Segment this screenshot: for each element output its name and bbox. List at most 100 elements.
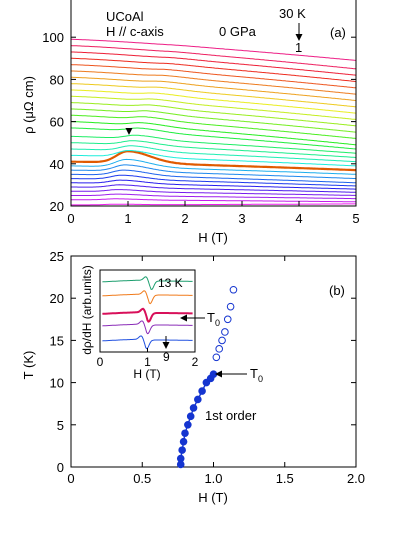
inset-curve-11K <box>102 307 193 323</box>
filled-point <box>178 446 186 454</box>
resistivity-curve-10K <box>71 158 356 175</box>
a-ytick-label: 60 <box>50 115 64 130</box>
t0-arrowhead-main <box>215 370 222 378</box>
resistivity-curve-19K <box>70 108 357 133</box>
a-ytick-label: 20 <box>50 199 64 214</box>
panel-a: 0 1 2 3 4 5 20 40 60 80 100 120 UCoAl H // c-axis 0… <box>21 0 360 245</box>
b-ytick-label: 20 <box>50 291 64 306</box>
inset-xtick-label: 1 <box>144 355 151 369</box>
resistivity-curve-1K <box>71 203 356 206</box>
resistivity-curve-12K <box>71 150 357 167</box>
resistivity-curve-11K <box>71 150 356 172</box>
a-ytick-label: 40 <box>50 157 64 172</box>
resistivity-curve-15K <box>71 134 357 154</box>
filled-point <box>198 387 206 395</box>
open-point <box>229 285 238 294</box>
resistivity-curve-23K <box>70 83 357 108</box>
pressure-label: 0 GPa <box>219 24 257 39</box>
open-point <box>215 345 223 353</box>
b-ytick-label: 25 <box>50 249 64 264</box>
a-xtick-label: 2 <box>181 211 188 226</box>
temperature-arrowhead <box>295 34 303 41</box>
panel-b-xlabel: H (T) <box>198 490 228 505</box>
a-xtick-label: 1 <box>124 211 131 226</box>
resistivity-curve-29K <box>70 45 357 70</box>
inset-xtick-label: 2 <box>192 355 199 369</box>
resistivity-curve-17K <box>71 121 357 146</box>
panel-a-ticks: 0 1 2 3 4 5 20 40 60 80 100 120 <box>42 0 359 226</box>
peak-arrowhead <box>125 128 133 135</box>
t0-label-main: T0 <box>250 366 263 384</box>
inset-ylabel: dρ/dH (arb.units) <box>80 265 94 355</box>
open-point <box>223 315 232 324</box>
phase-boundary-points <box>176 285 238 469</box>
resistivity-curve-22K <box>70 89 357 114</box>
a-xtick-label: 4 <box>295 211 302 226</box>
a-xtick-label: 0 <box>67 211 74 226</box>
filled-point <box>184 421 192 429</box>
resistivity-curve-3K <box>70 193 356 200</box>
resistivity-curve-20K <box>71 102 357 127</box>
resistivity-curve-6K <box>71 179 356 190</box>
panel-a-frame <box>70 0 357 207</box>
resistivity-curve-13K <box>71 145 357 163</box>
sample-label: UCoAl <box>106 9 144 24</box>
resistivity-curve-25K <box>71 70 357 95</box>
open-point <box>221 328 229 336</box>
panel-a-ylabel: ρ (μΩ cm) <box>21 76 36 134</box>
filled-point <box>179 437 188 446</box>
resistivity-curve-5K <box>71 184 356 193</box>
t0-arrowhead-inset <box>180 314 187 322</box>
inset-ticks: 0 1 2 <box>97 348 199 369</box>
resistivity-curve-14K <box>71 140 357 158</box>
filled-point <box>181 429 189 438</box>
inset-temperature-arrowhead <box>162 342 170 349</box>
b-ytick-label: 0 <box>57 460 64 475</box>
resistivity-curve-7K <box>71 174 357 187</box>
b-xtick-label: 1.0 <box>204 471 222 486</box>
inset-derivative-curves <box>102 276 193 350</box>
panel-b-label: (b) <box>329 283 345 298</box>
inset-bottom-label: 9 <box>163 350 170 364</box>
resistivity-curve-24K <box>71 76 357 101</box>
filled-point <box>194 395 202 404</box>
inset-curve-13K <box>102 276 193 290</box>
resistivity-curve-18K <box>71 114 357 139</box>
a-ytick-label: 80 <box>50 72 64 87</box>
resistivity-curve-2K <box>71 198 356 203</box>
first-order-label: 1st order <box>205 408 257 423</box>
a-xtick-label: 5 <box>352 211 359 226</box>
b-xtick-label: 0.5 <box>133 471 151 486</box>
panel-b-ticks: 0 0.5 1.0 1.5 2.0 0 5 10 15 20 25 <box>50 249 366 486</box>
filled-point <box>186 412 195 421</box>
resistivity-curve-9K <box>71 164 357 180</box>
inset-frame <box>99 269 196 353</box>
resistivity-curve-21K <box>71 95 357 120</box>
bottom-temperature-label: 1 <box>295 40 302 55</box>
resistivity-curve-26K <box>70 64 357 89</box>
inset-top-label: 13 K <box>158 276 183 290</box>
panel-b: 0 0.5 1.0 1.5 2.0 0 5 10 15 20 25 (b) 1st order T0… <box>21 249 365 505</box>
inset: 0 1 2 13 K 9 T0 dρ/dH (arb.units) H (T) <box>80 265 220 381</box>
open-point <box>226 302 235 311</box>
b-ytick-label: 5 <box>57 418 64 433</box>
inset-curve-10K <box>102 320 193 335</box>
a-ytick-label: 120 <box>42 0 64 3</box>
resistivity-curve-8K <box>70 169 357 184</box>
panel-a-label: (a) <box>330 25 346 40</box>
open-point <box>218 336 226 345</box>
top-temperature-label: 30 K <box>279 6 306 21</box>
inset-curve-12K <box>102 290 193 305</box>
a-ytick-label: 100 <box>42 30 64 45</box>
open-point <box>212 353 221 362</box>
resistivity-curve-4K <box>71 189 356 196</box>
resistivity-curves <box>70 38 357 206</box>
b-xtick-label: 1.5 <box>276 471 294 486</box>
panel-b-ylabel: T (K) <box>21 351 36 380</box>
b-xtick-label: 2.0 <box>347 471 365 486</box>
panel-a-xlabel: H (T) <box>198 230 228 245</box>
b-ytick-label: 15 <box>50 333 64 348</box>
b-ytick-label: 10 <box>50 376 64 391</box>
inset-xtick-label: 0 <box>97 355 104 369</box>
